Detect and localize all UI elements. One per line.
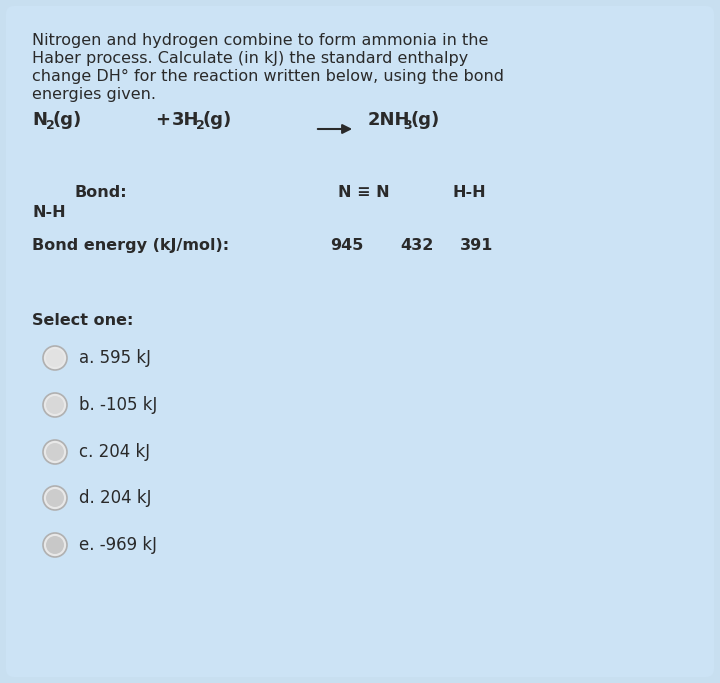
Circle shape	[43, 440, 67, 464]
Text: H-H: H-H	[452, 185, 485, 200]
Text: (g): (g)	[203, 111, 233, 129]
Text: 945: 945	[330, 238, 364, 253]
Text: 2: 2	[196, 119, 204, 132]
Text: Haber process. Calculate (in kJ) the standard enthalpy: Haber process. Calculate (in kJ) the sta…	[32, 51, 468, 66]
Text: change DH° for the reaction written below, using the bond: change DH° for the reaction written belo…	[32, 69, 504, 84]
Circle shape	[43, 393, 67, 417]
FancyBboxPatch shape	[6, 6, 714, 677]
Circle shape	[43, 346, 67, 370]
Text: N-H: N-H	[32, 205, 66, 220]
Circle shape	[46, 536, 64, 554]
Text: 3: 3	[403, 119, 412, 132]
Text: N: N	[32, 111, 47, 129]
Circle shape	[43, 533, 67, 557]
Text: (g): (g)	[410, 111, 439, 129]
Text: Select one:: Select one:	[32, 313, 133, 328]
Text: energies given.: energies given.	[32, 87, 156, 102]
Text: 391: 391	[460, 238, 493, 253]
Text: Bond energy (kJ/mol):: Bond energy (kJ/mol):	[32, 238, 229, 253]
Text: a. 595 kJ: a. 595 kJ	[79, 349, 151, 367]
Circle shape	[46, 396, 64, 414]
Text: d. 204 kJ: d. 204 kJ	[79, 489, 151, 507]
Text: +: +	[155, 111, 170, 129]
Text: Bond:: Bond:	[75, 185, 127, 200]
Text: c. 204 kJ: c. 204 kJ	[79, 443, 150, 461]
Circle shape	[46, 443, 64, 461]
Text: N ≡ N: N ≡ N	[338, 185, 390, 200]
Text: 2NH: 2NH	[368, 111, 410, 129]
Text: e. -969 kJ: e. -969 kJ	[79, 536, 157, 554]
Circle shape	[43, 486, 67, 510]
Text: 2: 2	[46, 119, 55, 132]
Text: 3H: 3H	[172, 111, 199, 129]
Circle shape	[46, 349, 64, 367]
Text: Nitrogen and hydrogen combine to form ammonia in the: Nitrogen and hydrogen combine to form am…	[32, 33, 488, 48]
Text: 432: 432	[400, 238, 433, 253]
Text: (g): (g)	[53, 111, 82, 129]
Text: b. -105 kJ: b. -105 kJ	[79, 396, 158, 414]
Circle shape	[46, 489, 64, 507]
